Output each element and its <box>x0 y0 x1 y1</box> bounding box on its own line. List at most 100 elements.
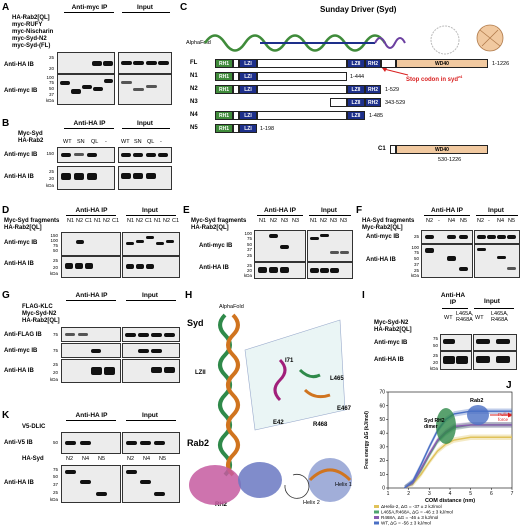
construct-range: 1-485 <box>369 113 384 119</box>
panel-d: D Anti-HA IP Input Myc-Syd fragments HA-… <box>0 205 180 280</box>
panel-label: K <box>2 410 10 421</box>
blot <box>254 262 306 279</box>
input-header: Input <box>484 298 500 305</box>
mw-marker: 20 <box>52 265 58 270</box>
input-header: Input <box>137 4 153 11</box>
structure-model <box>189 313 352 505</box>
construct-name: N1 <box>190 73 198 79</box>
mw-marker: 75 <box>52 467 58 472</box>
rh2-domain: RH2 <box>365 98 381 107</box>
lane-label: SN <box>134 139 142 145</box>
mw-marker: 150 <box>50 233 58 238</box>
lane-label: C1 <box>145 218 153 224</box>
lane-label: N2 <box>103 218 111 224</box>
panel-c: C Sunday Driver (Syd) AlphaFold FL RH1 L… <box>180 0 520 200</box>
x-axis-label: COM distance (nm) <box>425 498 475 504</box>
row-label: HA-Rab2[QL] <box>191 225 229 231</box>
rh2-domain: RH2 <box>365 59 381 68</box>
lane-label: - <box>438 218 440 224</box>
lane-label: N4 <box>448 218 456 224</box>
row-label: Myc-Syd fragments <box>191 218 247 224</box>
construct-name: FL <box>190 60 198 66</box>
blot <box>61 432 121 454</box>
mw-marker: 75 <box>52 348 58 353</box>
row-label: HA-Rab2[QL] <box>12 15 50 21</box>
lane-label: C1 <box>172 218 180 224</box>
series-band <box>404 422 512 488</box>
lane-label: N5 <box>460 218 468 224</box>
mw-marker: 25 <box>413 234 419 239</box>
mw-marker: kDa <box>45 183 54 188</box>
blot <box>473 351 517 370</box>
residue-label: E467 <box>337 406 352 412</box>
blot <box>122 327 180 342</box>
ip-header: Anti-HA IP <box>75 292 108 299</box>
ib-label: Anti-HA IB <box>4 368 34 374</box>
row-label: Myc-Syd-N2 <box>22 311 57 317</box>
mw-marker: 20 <box>48 176 54 181</box>
mw-marker: 25 <box>413 268 419 273</box>
blot <box>118 74 172 105</box>
panel-label: J <box>506 380 512 391</box>
blot <box>122 432 180 454</box>
lane-label: QL <box>147 139 155 145</box>
ip-header: Anti-HA IP <box>264 207 296 214</box>
lzii-domain: LZII <box>347 59 365 68</box>
construct-range: 530-1226 <box>438 157 462 163</box>
lane-label: N5 <box>159 456 167 462</box>
syd-rh2-dimer-label: Syd RH2 dimer <box>424 418 445 430</box>
rh1-domain: RH1 <box>215 85 233 94</box>
lane-label: WT <box>444 315 453 321</box>
protein-title: Sunday Driver (Syd) <box>320 5 397 14</box>
y-tick-label: 20 <box>379 458 385 464</box>
x-tick-label: 4 <box>449 491 452 497</box>
lane-label: C1 <box>112 218 120 224</box>
blot <box>440 351 472 370</box>
mw-marker: 150 <box>46 151 54 156</box>
ip-header: Anti-HA IP <box>431 207 463 214</box>
mw-marker: 20 <box>432 360 438 365</box>
residue-label: R468 <box>313 422 328 428</box>
lane-label: N1 <box>154 218 162 224</box>
syd-label: Syd <box>187 318 204 328</box>
lane-label: N2 <box>66 456 74 462</box>
row-label: HA-Syd fragments <box>362 218 415 224</box>
rab2-label: Rab2 <box>187 438 210 448</box>
blot <box>254 230 306 262</box>
ib-label: Anti-myc IB <box>4 240 38 246</box>
mw-marker: 20 <box>52 370 58 375</box>
mw-marker: 25 <box>246 263 252 268</box>
lzii-label: LZII <box>195 370 206 376</box>
lane-label: N4 <box>497 218 505 224</box>
rh2-label: RH2 <box>215 502 228 508</box>
ib-label: Anti-myc IB <box>374 340 408 346</box>
panel-label: A <box>2 2 10 13</box>
lzi-domain: LZI <box>239 59 257 68</box>
mw-marker: 25 <box>52 258 58 263</box>
mw-marker: 20 <box>48 66 54 71</box>
syd-dimer-shape <box>436 408 456 444</box>
rab2-chart-label: Rab2 <box>470 398 484 404</box>
row-label: HA-Rab2 <box>18 138 44 144</box>
x-tick-label: 5 <box>469 491 472 497</box>
lane-label: N1 <box>67 218 75 224</box>
ip-header: Anti-HA IP <box>75 412 108 419</box>
panel-label: F <box>356 205 363 216</box>
panel-k: K Anti-HA IP Input V5-DLIC Anti-V5 IB 50… <box>0 410 180 520</box>
construct-name: N3 <box>190 99 198 105</box>
lane-label: N1 <box>310 218 318 224</box>
blot <box>61 359 121 383</box>
ip-header: Anti-HA IP <box>73 120 106 127</box>
x-tick-label: 7 <box>511 491 514 497</box>
series-band <box>404 434 512 488</box>
residue-label: I71 <box>285 358 294 364</box>
lzii-domain: LZII <box>347 85 365 94</box>
mw-marker: 25 <box>48 169 54 174</box>
construct-range: 343-529 <box>385 100 406 106</box>
input-header: Input <box>321 207 337 214</box>
mw-marker: 50 <box>413 256 419 261</box>
stop-codon-superscript: z4 <box>458 74 463 79</box>
blot <box>440 334 472 351</box>
stop-codon-label: Stop codon in sydz4 <box>406 74 462 83</box>
ip-header: Anti-HA IP <box>440 292 466 306</box>
